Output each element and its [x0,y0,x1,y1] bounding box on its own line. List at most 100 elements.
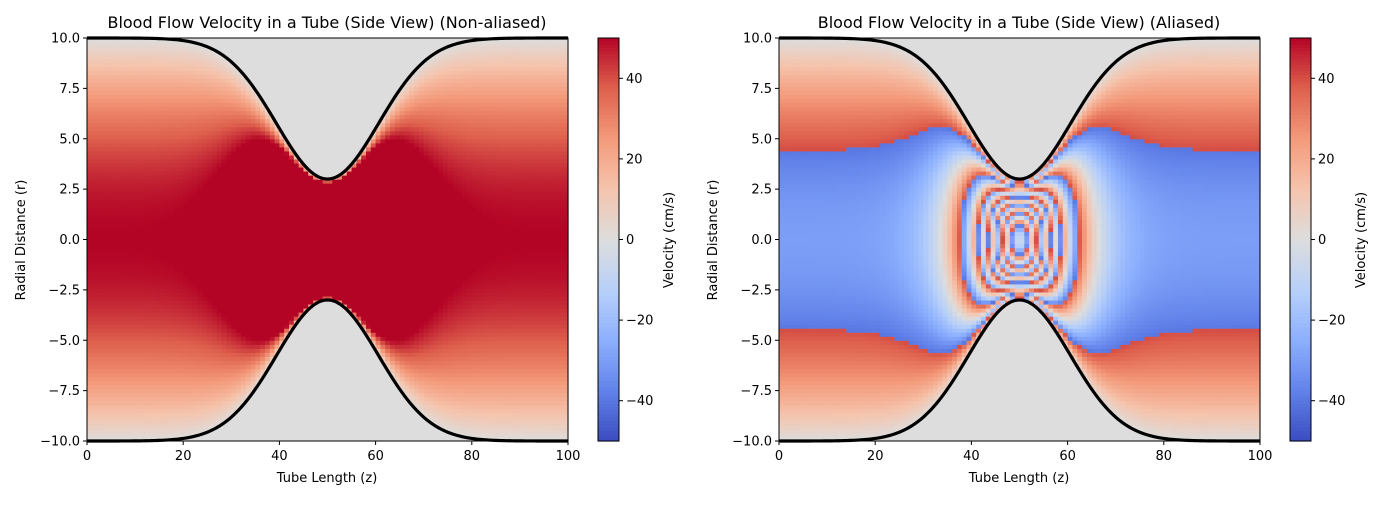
heatmap-cell [207,312,213,317]
heatmap-cell [87,175,93,180]
heatmap-cell [240,166,247,172]
heatmap-cell [279,247,285,253]
heatmap-cell [274,299,280,305]
heatmap-cell [221,263,228,269]
heatmap-cell [264,203,271,208]
heatmap-cell [125,46,131,51]
heatmap-cell [313,110,319,116]
heatmap-cell [91,380,98,386]
heatmap-cell [192,308,199,313]
heatmap-cell [289,255,295,261]
heatmap-cell [250,170,256,176]
heatmap-cell [91,223,98,229]
heatmap-cell [202,263,208,269]
heatmap-cell [245,154,252,160]
heatmap-cell [303,134,309,140]
heatmap-cell [91,179,98,184]
heatmap-cell [139,428,146,434]
heatmap-cell [236,203,242,208]
heatmap-cell [221,380,228,386]
heatmap-cell [163,332,170,337]
heatmap-cell [135,291,141,297]
heatmap-cell [91,324,98,329]
heatmap-cell [236,58,242,63]
heatmap-cell [236,432,242,438]
heatmap-cell [240,162,247,168]
heatmap-cell [159,54,165,59]
heatmap-cell [279,320,285,325]
heatmap-cell [188,122,194,128]
heatmap-cell [236,114,242,120]
heatmap-cell [111,62,117,67]
heatmap-cell [231,352,237,357]
heatmap-cell [173,94,179,100]
heatmap-cell [139,380,146,386]
heatmap-cell [240,340,247,345]
heatmap-cell [308,428,314,434]
heatmap-cell [183,332,189,337]
heatmap-cell [313,46,319,51]
heatmap-cell [130,396,136,402]
heatmap-cell [212,392,218,398]
heatmap-cell [269,235,276,241]
heatmap-cell [279,106,285,112]
heatmap-cell [322,215,329,220]
heatmap-cell [159,231,165,237]
heatmap-cell [197,235,204,241]
heatmap-cell [188,227,194,233]
heatmap-cell [139,54,146,59]
heatmap-cell [178,360,184,366]
heatmap-cell [149,94,155,100]
heatmap-cell [269,384,276,390]
heatmap-cell [255,291,261,297]
heatmap-cell [168,154,175,160]
heatmap-cell [231,150,237,156]
heatmap-cell [120,158,127,164]
heatmap-cell [216,432,223,438]
heatmap-cell [149,179,155,184]
heatmap-cell [178,243,184,249]
heatmap-cell [226,126,232,132]
heatmap-cell [115,134,122,140]
heatmap-cell [322,388,329,394]
heatmap-cell [250,283,256,289]
heatmap-cell [240,146,247,152]
heatmap-cell [125,251,131,257]
heatmap-cell [202,203,208,208]
heatmap-cell [317,348,324,353]
heatmap-cell [188,263,194,269]
heatmap-cell [144,239,151,245]
heatmap-cell [293,78,300,83]
heatmap-cell [260,360,266,366]
heatmap-cell [226,316,232,321]
heatmap-cell [96,118,103,124]
heatmap-cell [101,134,107,140]
heatmap-cell [130,263,136,269]
heatmap-cell [96,114,103,120]
heatmap-cell [322,404,329,410]
heatmap-cell [279,400,285,406]
heatmap-cell [245,94,252,100]
heatmap-cell [188,295,194,301]
heatmap-cell [183,291,189,297]
heatmap-cell [192,259,199,265]
heatmap-cell [274,126,280,132]
heatmap-cell [144,110,151,116]
heatmap-cell [226,312,232,317]
heatmap-cell [178,299,184,305]
heatmap-cell [274,187,280,192]
heatmap-cell [202,150,208,156]
heatmap-cell [192,54,199,59]
heatmap-cell [313,432,319,438]
heatmap-cell [111,255,117,261]
heatmap-cell [255,86,261,91]
heatmap-cell [197,400,204,406]
heatmap-cell [125,118,131,124]
heatmap-cell [216,239,223,245]
heatmap-cell [120,324,127,329]
heatmap-cell [125,158,131,164]
heatmap-cell [125,291,131,297]
heatmap-cell [183,303,189,309]
heatmap-cell [159,46,165,51]
heatmap-cell [135,428,141,434]
